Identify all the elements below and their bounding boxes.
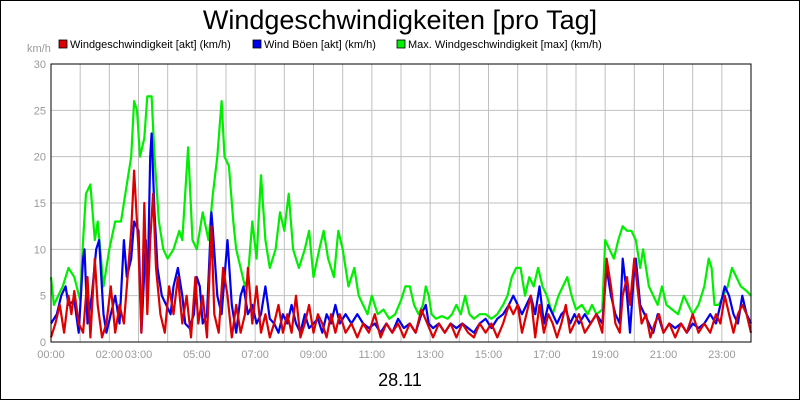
legend-swatch bbox=[396, 39, 406, 49]
series-line-1 bbox=[49, 95, 752, 320]
y-tick-label: 30 bbox=[34, 59, 46, 71]
x-tick-label: 23:00 bbox=[708, 349, 736, 361]
x-tick-label: 13:00 bbox=[416, 349, 444, 361]
x-tick-label: 05:00 bbox=[183, 349, 211, 361]
x-axis-ticks: 00:00 02:00 03:00 05:00 07:00 09:00 11:00 13:00… bbox=[37, 349, 735, 361]
y-tick-label: 25 bbox=[34, 105, 46, 117]
x-tick-label: 15:00 bbox=[475, 349, 503, 361]
x-tick-label: 07:00 bbox=[241, 349, 269, 361]
chart-series bbox=[49, 95, 753, 339]
chart-legend: Windgeschwindigkeit [akt] (km/h) Wind Böe… bbox=[58, 39, 602, 51]
series-line-3 bbox=[49, 169, 753, 339]
legend-swatch bbox=[252, 39, 262, 49]
y-tick-label: 0 bbox=[40, 337, 46, 349]
y-tick-label: 5 bbox=[40, 291, 46, 303]
x-tick-label: 19:00 bbox=[591, 349, 619, 361]
y-axis-ticks: 0 5 10 15 20 25 30 bbox=[34, 59, 46, 349]
x-tick-label: 00:00 bbox=[37, 349, 65, 361]
x-tick-label: 03:00 bbox=[125, 349, 153, 361]
x-tick-label: 02:00 bbox=[96, 349, 124, 361]
legend-label: Max. Windgeschwindigkeit [max] (km/h) bbox=[408, 39, 602, 51]
legend-label: Wind Böen [akt] (km/h) bbox=[264, 39, 376, 51]
y-tick-label: 15 bbox=[34, 198, 46, 210]
legend-label: Windgeschwindigkeit [akt] (km/h) bbox=[70, 39, 231, 51]
y-tick-label: 20 bbox=[34, 152, 46, 164]
x-tick-label: 09:00 bbox=[300, 349, 328, 361]
y-axis-label: km/h bbox=[27, 43, 51, 55]
x-tick-label: 21:00 bbox=[650, 349, 678, 361]
x-tick-label: 17:00 bbox=[533, 349, 561, 361]
legend-swatch bbox=[58, 39, 68, 49]
y-tick-label: 10 bbox=[34, 244, 46, 256]
plot-area-border bbox=[50, 63, 752, 343]
x-tick-label: 11:00 bbox=[358, 349, 385, 361]
x-axis-date-label: 28.11 bbox=[378, 370, 422, 390]
chart-title: Windgeschwindigkeiten [pro Tag] bbox=[203, 5, 597, 35]
